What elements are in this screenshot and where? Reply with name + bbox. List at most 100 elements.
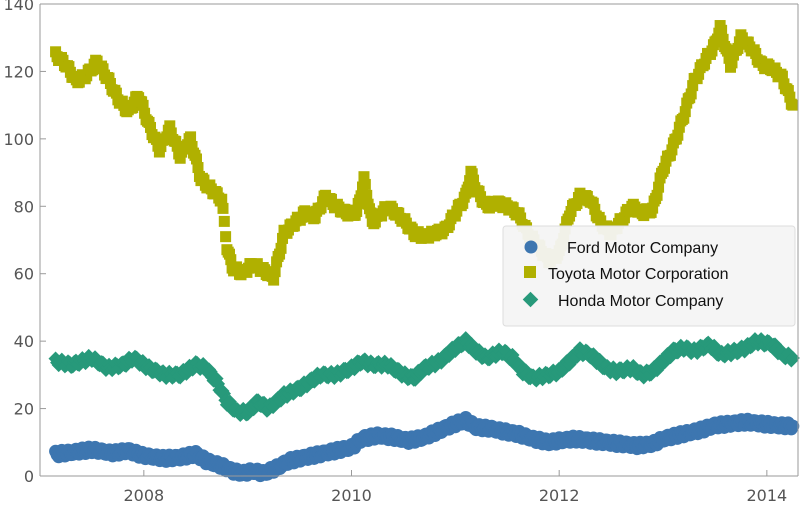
data-point [784, 91, 796, 103]
data-point [651, 189, 663, 201]
data-point [571, 198, 583, 210]
data-point [679, 106, 691, 118]
data-point [220, 231, 232, 243]
data-point [110, 87, 122, 99]
data-point [653, 181, 665, 193]
data-point [190, 153, 202, 165]
x-tick-label: 2010 [331, 486, 372, 505]
y-tick-label: 80 [14, 197, 34, 216]
y-tick-label: 0 [24, 467, 34, 486]
data-point [687, 80, 699, 92]
y-tick-label: 20 [14, 400, 34, 419]
data-point [269, 266, 281, 278]
series-honda-motor-company [48, 331, 800, 423]
x-tick-label: 2008 [123, 486, 164, 505]
data-point [87, 64, 99, 76]
data-point [787, 99, 799, 111]
data-point [786, 419, 800, 433]
data-point [672, 129, 684, 141]
data-point [369, 216, 381, 228]
data-point [726, 57, 738, 69]
y-tick-label: 60 [14, 265, 34, 284]
data-point [443, 219, 455, 231]
data-point [618, 212, 630, 224]
data-point [186, 141, 198, 153]
data-point [185, 131, 197, 143]
data-point [192, 162, 204, 174]
data-point [137, 99, 149, 111]
data-point [785, 350, 800, 366]
data-point [678, 112, 690, 124]
data-point [355, 190, 367, 202]
data-point [171, 140, 183, 152]
data-point [462, 181, 474, 193]
data-point [165, 127, 177, 139]
data-point [673, 121, 685, 133]
data-point [217, 202, 229, 214]
data-point [224, 248, 235, 260]
data-point [97, 63, 109, 75]
y-tick-label: 40 [14, 332, 34, 351]
data-point [722, 45, 734, 57]
data-point [712, 33, 724, 45]
legend: Ford Motor Company Toyota Motor Corporat… [502, 225, 796, 327]
data-point [275, 242, 287, 254]
data-point [150, 133, 162, 145]
legend-marker-ford [524, 240, 538, 254]
data-point [457, 197, 469, 209]
data-point [782, 85, 794, 97]
legend-label-honda: Honda Motor Company [558, 293, 723, 310]
x-tick-label: 2014 [746, 486, 787, 505]
data-point [218, 215, 230, 227]
data-point [351, 205, 363, 217]
data-point [750, 47, 762, 59]
data-point [274, 248, 286, 260]
data-point [216, 193, 228, 205]
data-point [658, 162, 670, 174]
data-point [468, 174, 480, 186]
data-point [225, 254, 237, 266]
data-point [693, 68, 705, 80]
data-point [776, 70, 788, 82]
axis-ticks: 0 20 40 60 80 100 120 140 2008 2010 2012 2014 [3, 0, 787, 505]
data-point [732, 42, 744, 54]
legend-label-toyota: Toyota Motor Corporation [548, 266, 729, 283]
data-point [699, 58, 711, 70]
data-point [515, 212, 527, 224]
data-point [589, 203, 601, 215]
data-point [174, 152, 186, 164]
y-tick-label: 140 [3, 0, 34, 14]
data-point [139, 107, 151, 119]
legend-label-ford: Ford Motor Company [567, 240, 718, 257]
data-point [155, 141, 167, 153]
data-point [647, 202, 659, 214]
data-point [587, 197, 599, 209]
data-point [164, 120, 176, 132]
x-tick-label: 2012 [539, 486, 580, 505]
frame [39, 3, 799, 477]
data-point [361, 189, 373, 201]
data-point [358, 171, 370, 183]
data-point [104, 77, 116, 89]
data-point [716, 24, 728, 36]
data-point [706, 45, 718, 57]
data-point [309, 212, 321, 224]
legend-box [502, 225, 796, 327]
data-point [666, 144, 678, 156]
y-tick-label: 100 [3, 130, 34, 149]
series-ford-motor-company [49, 410, 800, 483]
data-point [466, 168, 478, 180]
data-point [717, 33, 729, 45]
y-tick-label: 120 [3, 62, 34, 81]
legend-marker-toyota [524, 266, 536, 278]
data-point [145, 121, 157, 133]
data-point [359, 178, 371, 190]
data-point [63, 61, 75, 73]
data-point [268, 274, 280, 286]
data-marks [48, 20, 800, 483]
data-point [565, 205, 577, 217]
data-point [315, 202, 327, 214]
data-point [685, 88, 697, 100]
data-point [365, 207, 377, 219]
